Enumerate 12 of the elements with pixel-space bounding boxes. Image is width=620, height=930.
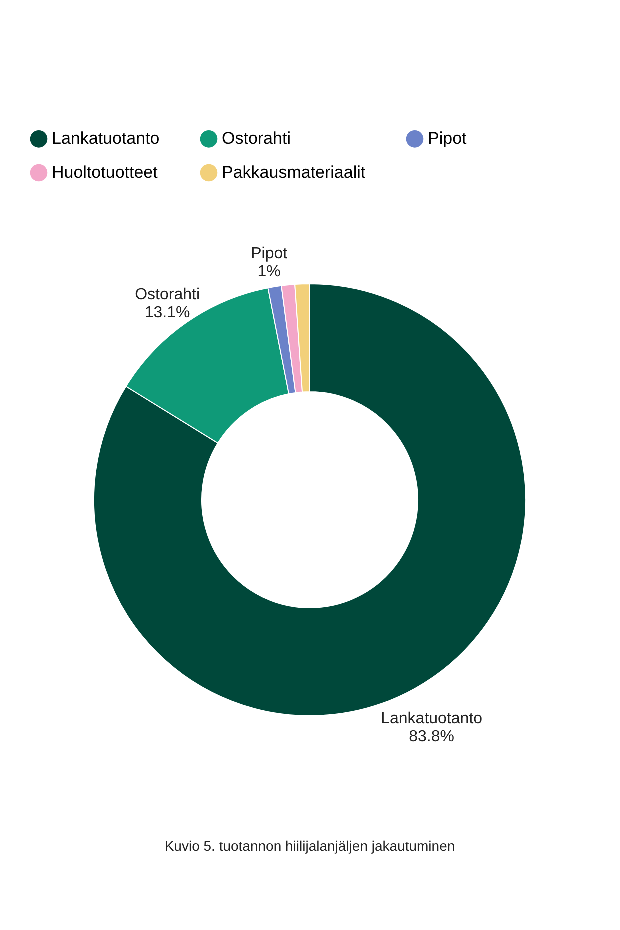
data-label: 1% — [258, 263, 281, 280]
legend-label: Huoltotuotteet — [52, 163, 158, 182]
data-label: 13.1% — [144, 304, 190, 322]
slice-label: Pipot — [251, 245, 288, 262]
data-label: 83.8% — [409, 728, 454, 746]
legend-label: Ostorahti — [222, 129, 291, 148]
slice-label: Ostorahti — [135, 286, 200, 304]
text: Kuvio 5. tuotannon hiilijalanjäljen jakautuminen — [164, 838, 456, 854]
legend-label: Lankatuotanto — [52, 129, 160, 148]
legend-label: Pakkausmateriaalit — [222, 163, 366, 182]
slice-label: Lankatuotanto — [381, 710, 483, 728]
legend-label: Pipot — [428, 129, 468, 148]
